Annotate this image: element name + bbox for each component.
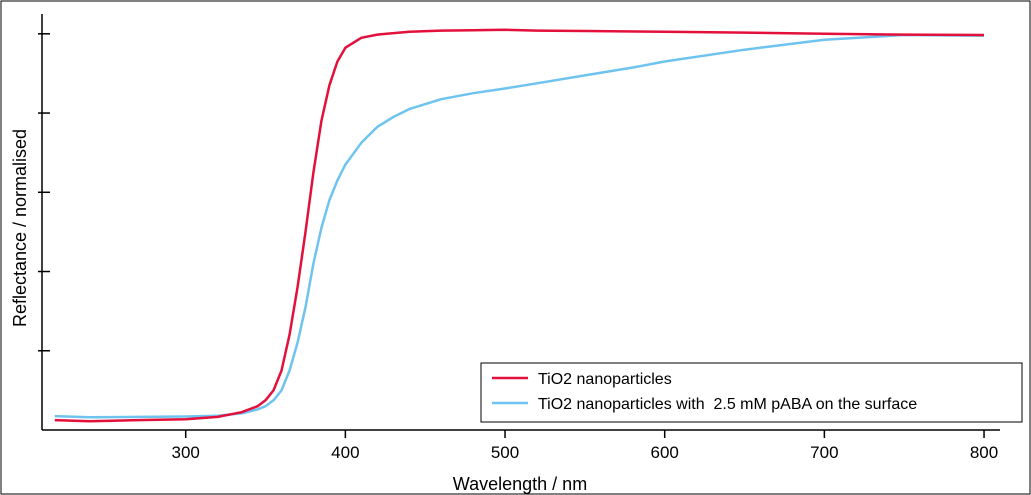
series-lines — [54, 28, 985, 423]
y-ticks — [38, 33, 50, 352]
series-line-tio2 — [54, 28, 985, 423]
x-tick-label: 800 — [970, 443, 998, 462]
legend-box — [480, 362, 1023, 423]
x-tick-label: 500 — [491, 443, 519, 462]
plot-area: 300 400 500 600 700 800 — [38, 14, 1000, 462]
x-axis-title: Wavelength / nm — [453, 474, 587, 494]
legend-label-tio2-pABA: TiO2 nanoparticles with 2.5 mM pABA on t… — [538, 396, 917, 413]
x-tick-label: 700 — [810, 443, 838, 462]
y-axis-title: Reflectance / normalised — [10, 129, 30, 327]
x-tick-label: 300 — [172, 443, 200, 462]
legend-label-tio2: TiO2 nanoparticles — [538, 371, 672, 388]
series-line-tio2-pABA — [54, 33, 985, 419]
x-tick-label: 400 — [331, 443, 359, 462]
x-tick-label: 600 — [651, 443, 679, 462]
legend: TiO2 nanoparticles TiO2 nanoparticles wi… — [480, 362, 1023, 423]
x-ticks: 300 400 500 600 700 800 — [172, 430, 998, 462]
